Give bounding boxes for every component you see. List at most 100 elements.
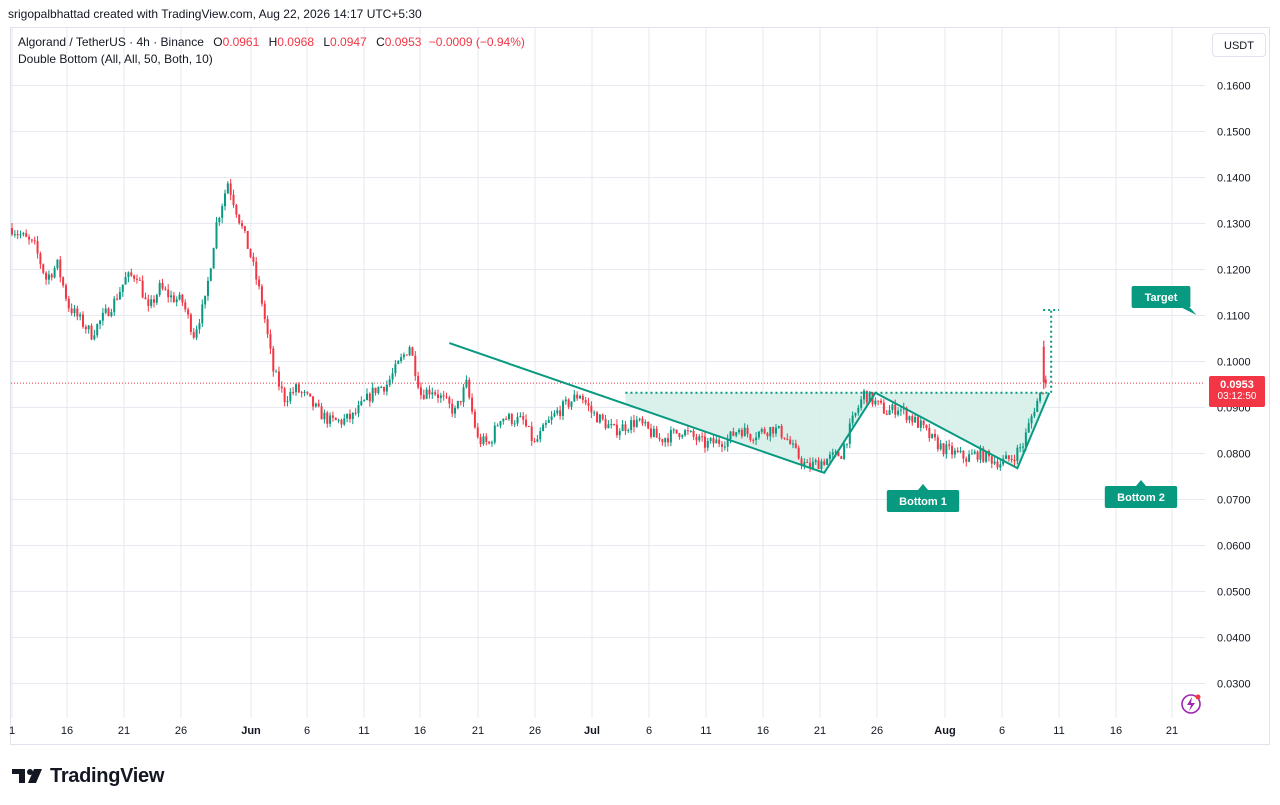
candle-body [272, 348, 275, 372]
candle-body [456, 400, 459, 409]
indicator-legend[interactable]: Double Bottom (All, All, 50, Both, 10) [18, 52, 213, 66]
legend-open-value: 0.0961 [222, 35, 260, 49]
candle-body [22, 233, 25, 235]
legend-close-label: C [376, 35, 385, 49]
candle-body [811, 461, 814, 469]
candle-body [465, 379, 468, 388]
candle-body [16, 234, 19, 236]
candle-body [780, 425, 783, 438]
candle-body [150, 299, 153, 306]
candle-body [195, 329, 198, 338]
candle-body [1027, 423, 1030, 433]
candle-body [258, 279, 261, 287]
candle-body [729, 431, 732, 440]
candle-body [576, 394, 579, 399]
candle-body [948, 444, 951, 446]
candle-body [303, 391, 306, 393]
candle-body [241, 223, 244, 227]
candle-body [1024, 432, 1027, 447]
candle-body [405, 354, 408, 356]
candle-body [394, 363, 397, 374]
candle-body [252, 256, 255, 262]
candle-body [121, 284, 124, 292]
candle-body [655, 428, 658, 438]
candle-body [766, 433, 769, 437]
candle-body [508, 414, 510, 420]
candle-body [803, 462, 806, 465]
lightning-icon[interactable] [1180, 693, 1202, 715]
candle-body [965, 458, 968, 462]
candle-body [388, 379, 391, 385]
candle-body [235, 204, 238, 215]
candle-body [175, 299, 178, 303]
candle-body [959, 450, 962, 453]
y-tick-label: 0.1100 [1217, 311, 1250, 323]
candle-body [229, 183, 232, 195]
candle-body [738, 429, 741, 433]
x-tick-label: 21 [814, 725, 826, 737]
candle-body [482, 436, 485, 445]
candle-body [400, 357, 403, 362]
candle-body [348, 413, 351, 420]
candle-body [885, 413, 888, 415]
x-tick-label: Jul [584, 725, 600, 737]
candle-body [953, 450, 956, 455]
candle-body [763, 429, 766, 434]
candle-body [774, 427, 777, 434]
candle-body [479, 437, 482, 445]
candle-body [607, 424, 610, 429]
candle-body [249, 248, 252, 257]
candle-body [596, 412, 599, 423]
candle-body [212, 248, 215, 269]
legend-low-label: L [323, 35, 331, 49]
candle-body [979, 448, 982, 460]
candle-body [1042, 346, 1045, 383]
candle-body [1036, 400, 1039, 412]
candle-body [1007, 455, 1010, 459]
currency-button[interactable]: USDT [1212, 33, 1266, 57]
candle-body [297, 384, 300, 393]
candle-body [1013, 459, 1016, 461]
candle-body [658, 437, 661, 440]
candle-body [547, 419, 550, 423]
candle-body [834, 451, 837, 453]
candle-body [530, 426, 533, 442]
candle-body [411, 347, 414, 356]
candle-body [888, 410, 891, 415]
candle-body [996, 461, 999, 468]
y-tick-label: 0.1200 [1217, 265, 1251, 277]
candle-body [334, 417, 337, 421]
label-bottom-2-bg [1104, 486, 1178, 508]
candle-body [130, 272, 133, 276]
candle-body [510, 414, 513, 424]
x-tick-label: 11 [700, 725, 711, 737]
candle-body [1030, 416, 1033, 424]
legend-high-value: 0.0968 [277, 35, 314, 49]
candle-body [573, 394, 576, 402]
candle-body [277, 371, 280, 387]
candle-body [581, 396, 584, 400]
candle-body [990, 456, 993, 464]
candle-body [343, 418, 346, 425]
candle-body [610, 424, 613, 426]
candle-body [226, 183, 229, 194]
candle-body [445, 396, 448, 398]
x-tick-label: 6 [999, 725, 1005, 737]
candle-body [732, 431, 735, 436]
x-tick-label: 6 [304, 725, 310, 737]
tradingview-logo[interactable]: TradingView [12, 763, 164, 789]
candle-body [865, 390, 868, 403]
current-price-value: 0.0953 [1220, 379, 1254, 391]
candle-body [956, 450, 959, 453]
label-target-text: Target [1145, 292, 1178, 304]
candle-body [28, 236, 31, 240]
x-tick-label: 1 [9, 725, 15, 737]
candle-body [604, 419, 607, 429]
x-tick-label: 11 [358, 725, 369, 737]
candle-body [76, 308, 79, 317]
candle-body [124, 276, 127, 285]
y-tick-label: 0.0700 [1217, 495, 1251, 507]
candle-body [300, 392, 303, 394]
candle-body [880, 400, 883, 403]
